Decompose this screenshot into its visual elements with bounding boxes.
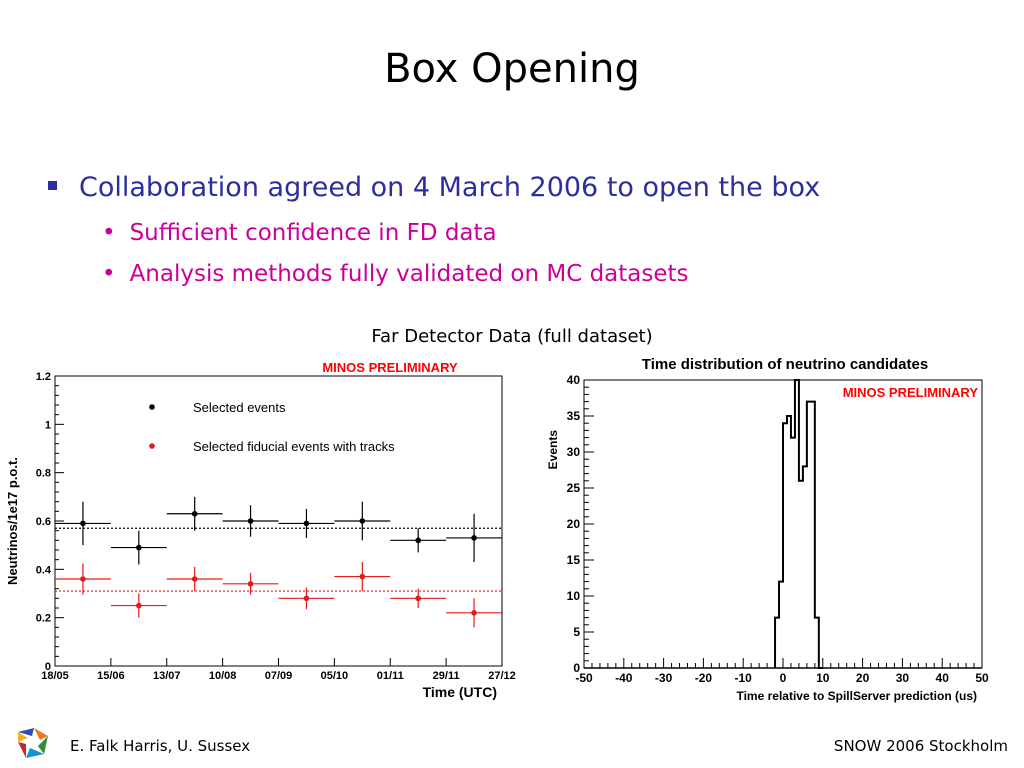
sub-bullet: • Sufficient confidence in FD data (102, 220, 497, 246)
x-tick-label: -10 (735, 671, 753, 685)
slide-title: Box Opening (384, 46, 640, 92)
x-tick-label: 15/06 (97, 670, 125, 682)
histogram-bin (799, 481, 803, 668)
y-tick-label: 0.6 (36, 516, 51, 528)
y-tick-label: 30 (567, 445, 581, 459)
timing-histogram-chart: Time distribution of neutrino candidates… (546, 356, 989, 703)
y-tick-label: 0.4 (36, 564, 52, 576)
data-point (80, 576, 86, 582)
x-tick-label: 40 (936, 671, 950, 685)
x-tick-label: 20 (856, 671, 870, 685)
x-axis-label: Time relative to SpillServer prediction … (736, 689, 977, 703)
x-tick-label: 13/07 (153, 670, 181, 682)
data-point (191, 576, 198, 582)
neutrino-rate-chart: MINOS PRELIMINARY 0 0.2 0.4 0.6 0.8 1 1.2 18/05 1… (5, 360, 516, 700)
y-tick-label: 0.8 (36, 468, 51, 480)
histogram-bin (795, 380, 799, 668)
data-point (471, 535, 477, 541)
histogram-bin (779, 582, 783, 668)
x-tick-label: 18/05 (41, 670, 69, 682)
x-tick-label: 0 (780, 671, 787, 685)
histogram-bin (811, 402, 815, 668)
x-tick-label: 01/11 (377, 670, 404, 682)
figure-caption: Far Detector Data (full dataset) (371, 326, 653, 347)
histogram-bin (803, 466, 807, 668)
x-tick-label: -20 (695, 671, 713, 685)
data-point (303, 595, 310, 602)
histogram-bin (783, 423, 787, 668)
round-bullet-icon: • (102, 220, 116, 246)
y-tick-label: 0 (45, 661, 51, 673)
data-point (136, 602, 142, 609)
minos-logo-icon (18, 728, 48, 758)
data-point (415, 537, 421, 544)
y-axis-label: Events (546, 430, 560, 470)
legend-marker (149, 443, 155, 449)
x-tick-label: 30 (896, 671, 910, 685)
round-bullet-icon: • (102, 261, 116, 287)
data-point (303, 520, 310, 527)
sub-bullet-text: Sufficient confidence in FD data (129, 220, 497, 246)
histogram-outline (774, 379, 823, 669)
data-point (247, 518, 254, 524)
sub-bullet-text: Analysis methods fully validated on MC d… (129, 261, 689, 287)
y-tick-label: 25 (567, 481, 581, 495)
x-tick-label: 10 (816, 671, 830, 685)
y-tick-label: 1.2 (36, 371, 51, 383)
x-tick-label: 07/09 (265, 670, 293, 682)
x-tick-label: 29/11 (433, 670, 460, 682)
histogram-bin (815, 618, 819, 668)
y-tick-label: 1 (45, 419, 51, 431)
legend-label: Selected fiducial events with tracks (193, 439, 395, 454)
y-tick-label: 0 (573, 661, 580, 675)
x-tick-label: -30 (655, 671, 673, 685)
x-tick-label: 05/10 (321, 670, 349, 682)
y-tick-label: 5 (573, 625, 580, 639)
x-axis-label: Time (UTC) (423, 684, 497, 700)
data-point (191, 510, 198, 517)
data-point (359, 573, 366, 580)
data-point (247, 581, 254, 587)
y-axis-label: Neutrinos/1e17 p.o.t. (5, 457, 20, 585)
legend-label: Selected events (193, 400, 286, 415)
y-tick-label: 35 (567, 409, 581, 423)
sub-bullet: • Analysis methods fully validated on MC … (102, 261, 689, 287)
chart-title: MINOS PRELIMINARY (322, 360, 458, 375)
y-tick-label: 15 (567, 553, 581, 567)
histogram-bin (807, 402, 811, 668)
chart-title: Time distribution of neutrino candidates (642, 356, 928, 373)
histogram-bin (775, 618, 779, 668)
x-tick-label: 10/08 (209, 670, 237, 682)
y-tick-label: 10 (567, 589, 581, 603)
footer-conference: SNOW 2006 Stockholm (833, 737, 1008, 755)
y-tick-label: 20 (567, 517, 581, 531)
main-bullet: Collaboration agreed on 4 March 2006 to … (48, 172, 820, 203)
data-point (471, 610, 477, 616)
histogram-bin (791, 438, 795, 668)
histogram-bin (787, 416, 791, 668)
x-tick-label: -40 (615, 671, 633, 685)
square-bullet-icon (48, 181, 57, 190)
data-point (136, 544, 142, 551)
data-point (415, 595, 421, 602)
y-tick-label: 0.2 (36, 613, 51, 625)
legend-marker (149, 404, 155, 410)
footer-author: E. Falk Harris, U. Sussex (70, 737, 251, 755)
main-bullet-text: Collaboration agreed on 4 March 2006 to … (79, 172, 821, 203)
x-tick-label: 50 (975, 671, 989, 685)
chart-annotation: MINOS PRELIMINARY (843, 385, 979, 400)
data-point (359, 518, 366, 524)
data-point (80, 520, 86, 527)
x-tick-label: -50 (575, 671, 593, 685)
x-tick-label: 27/12 (488, 670, 516, 682)
y-tick-label: 40 (567, 373, 581, 387)
